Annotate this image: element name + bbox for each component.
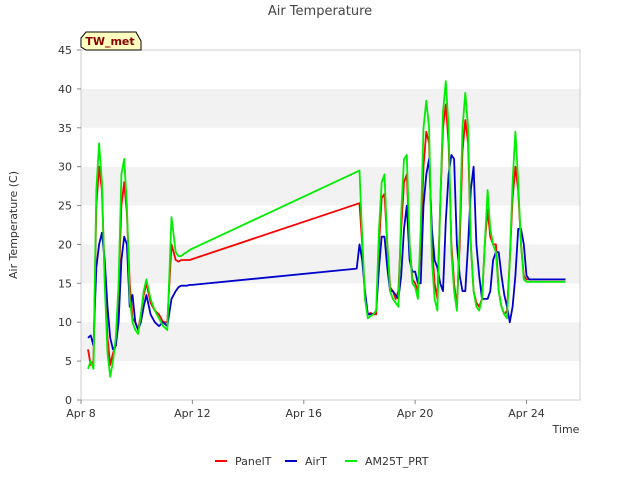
plot-band	[81, 50, 580, 89]
plot-band	[81, 361, 580, 400]
y-tick-label: 20	[58, 238, 72, 251]
x-axis-label: Time	[552, 423, 580, 436]
site-label: TW_met	[85, 35, 134, 48]
plot-band	[81, 322, 580, 362]
x-tick-label: Apr 8	[66, 407, 96, 420]
legend-label: AirT	[305, 455, 327, 468]
x-tick-label: Apr 16	[286, 407, 323, 420]
y-tick-label: 10	[58, 316, 72, 329]
plot-band	[81, 244, 580, 284]
y-tick-label: 5	[65, 355, 72, 368]
y-axis-label: Air Temperature (C)	[7, 171, 20, 279]
y-tick-label: 0	[65, 394, 72, 407]
series-layer	[87, 80, 566, 378]
y-tick-label: 25	[58, 200, 72, 213]
chart-title: Air Temperature	[268, 4, 372, 19]
y-tick-label: 30	[58, 161, 72, 174]
x-tick-label: Apr 20	[397, 407, 434, 420]
x-tick-label: Apr 24	[508, 407, 545, 420]
plot-frame	[80, 49, 581, 401]
plot-band	[81, 127, 580, 167]
y-tick-label: 35	[58, 122, 72, 135]
site-label-box	[80, 31, 142, 51]
site-label-badge: TW_met	[80, 31, 142, 51]
x-tick-label: Apr 12	[174, 407, 211, 420]
x-axis: Apr 8 Apr 12 Apr 16 Apr 20 Apr 24	[66, 400, 545, 420]
plot-band	[81, 205, 580, 245]
plot-band	[81, 88, 580, 128]
plot-band	[81, 283, 580, 323]
legend-label: AM25T_PRT	[365, 455, 429, 468]
y-tick-label: 45	[58, 44, 72, 57]
y-tick-label: 40	[58, 83, 72, 96]
y-axis: 0 5 10 15 20 25 30 35 40 45	[58, 44, 81, 407]
plot-band	[81, 166, 580, 206]
legend: PanelT AirT AM25T_PRT	[215, 455, 429, 468]
plot-bands	[81, 50, 580, 400]
series-line-am25t-prt	[87, 80, 566, 378]
y-tick-label: 15	[58, 277, 72, 290]
legend-label: PanelT	[235, 455, 272, 468]
